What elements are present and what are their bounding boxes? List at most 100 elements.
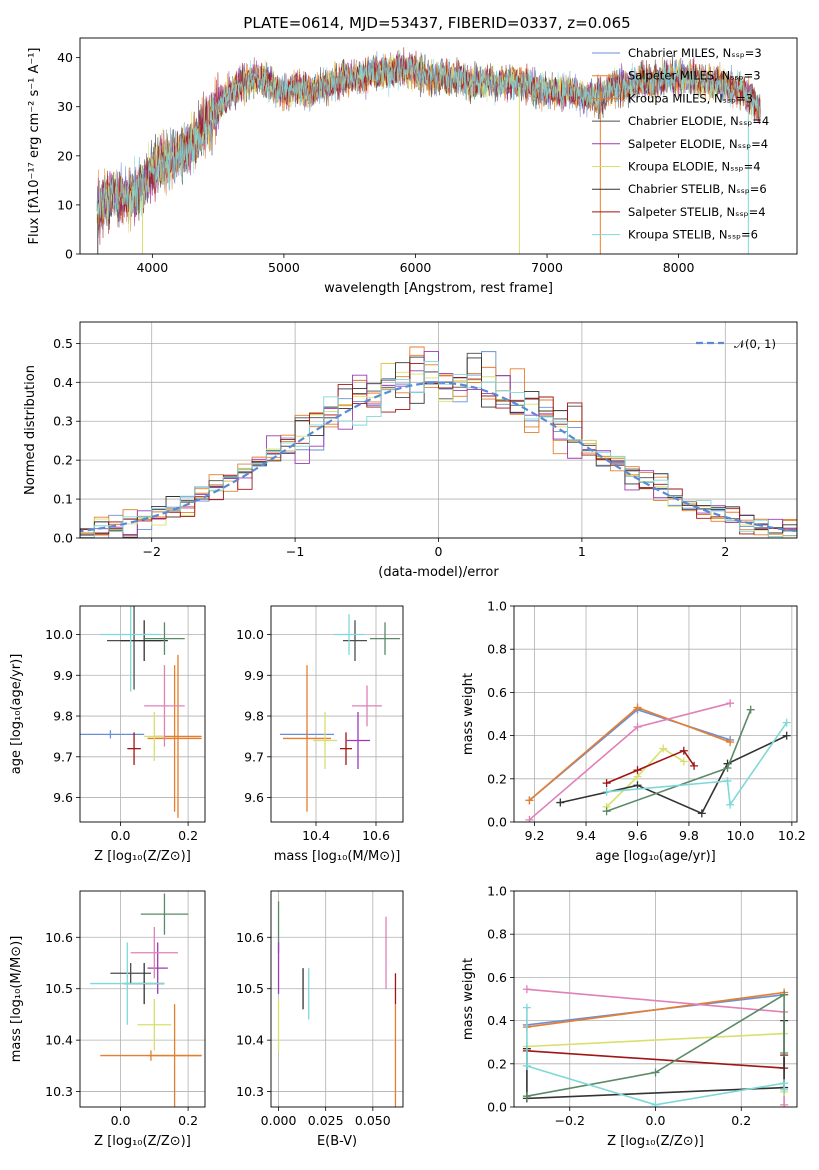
errorbar-point bbox=[137, 999, 172, 1051]
errorbar-point bbox=[340, 732, 352, 765]
y-tick-label: 10.4 bbox=[236, 1033, 264, 1048]
x-tick-label: 0.000 bbox=[261, 1113, 297, 1128]
figure-title: PLATE=0614, MJD=53437, FIBERID=0337, z=0… bbox=[243, 14, 630, 32]
y-tick-label: 1.0 bbox=[487, 884, 507, 899]
x-axis-label: E(B-V) bbox=[317, 1134, 357, 1149]
mass-weight-series bbox=[526, 993, 785, 1097]
histogram-series bbox=[80, 363, 797, 538]
axes-frame bbox=[79, 605, 206, 823]
mass-weight-series bbox=[606, 749, 695, 784]
mass-weight-series bbox=[526, 991, 785, 1028]
mass-weight-point bbox=[726, 800, 735, 809]
x-axis-label: wavelength [Angstrom, rest frame] bbox=[324, 281, 553, 296]
legend-entry: Chabrier ELODIE, Nₛₛₚ=4 bbox=[628, 114, 769, 128]
y-tick-label: 10 bbox=[57, 197, 73, 212]
mass-weight-point bbox=[659, 744, 668, 753]
plot-area bbox=[277, 901, 397, 1107]
y-tick-label: 10.6 bbox=[45, 930, 73, 945]
errorbar-point bbox=[130, 927, 178, 979]
mass-weight-point bbox=[525, 815, 534, 822]
y-tick-label: 10.5 bbox=[45, 981, 73, 996]
y-tick-label: 0.2 bbox=[53, 453, 73, 468]
errorbar-point bbox=[80, 730, 145, 739]
x-tick-label: 0.2 bbox=[178, 1113, 198, 1128]
axes-frame bbox=[513, 890, 798, 1108]
x-tick-label: −1 bbox=[286, 544, 304, 559]
mass-weight-point bbox=[679, 757, 688, 766]
mass-weight-point bbox=[525, 796, 534, 805]
errorbar-point bbox=[352, 685, 382, 727]
x-tick-label: 0.2 bbox=[178, 828, 198, 843]
legend-entry: Salpeter ELODIE, Nₛₛₚ=4 bbox=[628, 137, 768, 151]
y-tick-label: 10.0 bbox=[236, 627, 264, 642]
x-tick-label: 10.4 bbox=[302, 828, 330, 843]
mass-weight-vs-metallicity-panel: −0.2 0.0 0.2 0.0 0.2 0.4 0.6 0.8 1.0 Z [log₁₀(Z/Z… bbox=[461, 884, 798, 1149]
x-tick-label: −0.2 bbox=[555, 1113, 585, 1128]
mass-weight-point bbox=[782, 718, 791, 727]
x-tick-label: 10.0 bbox=[726, 828, 754, 843]
mass-weight-point bbox=[782, 731, 791, 740]
errorbar-point bbox=[140, 893, 189, 935]
y-tick-label: 0.4 bbox=[487, 728, 507, 743]
errorbar-point bbox=[147, 665, 202, 812]
errorbar-point bbox=[120, 620, 168, 662]
spectrum-panel: 4000 5000 6000 7000 8000 0 10 20 30 40 wavelength … bbox=[27, 37, 798, 296]
mass-weight-point bbox=[780, 1049, 789, 1057]
x-tick-label: 9.4 bbox=[576, 828, 596, 843]
errorbar-point bbox=[343, 620, 367, 662]
mass-weight-point bbox=[723, 776, 732, 785]
y-axis-label: mass weight bbox=[461, 958, 476, 1040]
plot-area bbox=[522, 985, 789, 1107]
y-tick-label: 9.7 bbox=[53, 749, 73, 764]
errorbar-point bbox=[144, 665, 185, 747]
x-axis-label: mass [log₁₀(M/M⊙)] bbox=[274, 849, 401, 864]
y-tick-label: 9.6 bbox=[53, 790, 73, 805]
y-axis-label: Normed distribution bbox=[23, 365, 38, 495]
y-tick-label: 0.8 bbox=[487, 927, 507, 942]
x-axis-label: age [log₁₀(age/yr)] bbox=[595, 849, 716, 864]
legend-entry: Kroupa STELIB, Nₛₛₚ=6 bbox=[628, 228, 758, 242]
errorbar-point bbox=[147, 942, 168, 994]
x-tick-label: 10.6 bbox=[362, 828, 390, 843]
plot-area bbox=[90, 893, 202, 1107]
y-axis-label: mass [log₁₀(M/M⊙)] bbox=[9, 936, 24, 1063]
x-tick-label: 1 bbox=[578, 544, 586, 559]
x-tick-label: 9.8 bbox=[679, 828, 699, 843]
mass-weight-point bbox=[602, 807, 611, 816]
y-tick-label: 40 bbox=[57, 50, 73, 65]
axes-frame bbox=[270, 890, 404, 1108]
y-tick-label: 20 bbox=[57, 148, 73, 163]
mass-weight-point bbox=[651, 1100, 660, 1107]
age-vs-metallicity-panel: 0.0 0.2 9.6 9.7 9.8 9.9 10.0 Z [log₁₀(Z/Z⊙)] age… bbox=[9, 605, 206, 864]
histogram-series bbox=[80, 360, 797, 538]
x-axis-label: (data-model)/error bbox=[378, 565, 499, 580]
x-tick-label: 5000 bbox=[268, 260, 300, 275]
mass-weight-point bbox=[697, 809, 706, 818]
y-axis-label: mass weight bbox=[461, 673, 476, 755]
mass-weight-point bbox=[746, 705, 755, 714]
legend: 𝒩(0, 1) bbox=[696, 337, 776, 351]
errorbar-point bbox=[100, 606, 162, 692]
legend-entry: Kroupa MILES, Nₛₛₚ=3 bbox=[628, 91, 753, 105]
mass-weight-point bbox=[522, 1092, 531, 1101]
x-tick-label: 0.0 bbox=[111, 828, 131, 843]
y-tick-label: 9.8 bbox=[244, 709, 264, 724]
x-tick-label: 8000 bbox=[663, 260, 695, 275]
legend-entry: Chabrier MILES, Nₛₛₚ=3 bbox=[628, 46, 762, 60]
mass-weight-point bbox=[633, 722, 642, 731]
residual-histogram-panel: −2 −1 0 1 2 0.0 0.1 0.2 0.3 0.4 0.5 (data-model)/er… bbox=[23, 321, 798, 580]
legend-entry: Chabrier STELIB, Nₛₛₚ=6 bbox=[628, 182, 767, 196]
y-tick-label: 10.3 bbox=[236, 1084, 264, 1099]
y-tick-label: 10.3 bbox=[45, 1084, 73, 1099]
y-tick-label: 0.4 bbox=[53, 375, 73, 390]
mass-weight-vs-age-panel: 9.2 9.4 9.6 9.8 10.0 10.2 0.0 0.2 0.4 0.6 0.8 1.0 ag… bbox=[461, 599, 806, 865]
plot-area bbox=[280, 614, 400, 812]
mass-weight-point bbox=[780, 990, 789, 999]
legend-entry: Salpeter MILES, Nₛₛₚ=3 bbox=[628, 69, 761, 83]
mass-weight-point bbox=[726, 738, 735, 747]
y-tick-label: 0.6 bbox=[487, 970, 507, 985]
axes-frame bbox=[79, 890, 206, 1108]
mass-weight-point bbox=[522, 1003, 531, 1012]
y-tick-label: 10.6 bbox=[236, 930, 264, 945]
x-tick-label: 7000 bbox=[531, 260, 563, 275]
